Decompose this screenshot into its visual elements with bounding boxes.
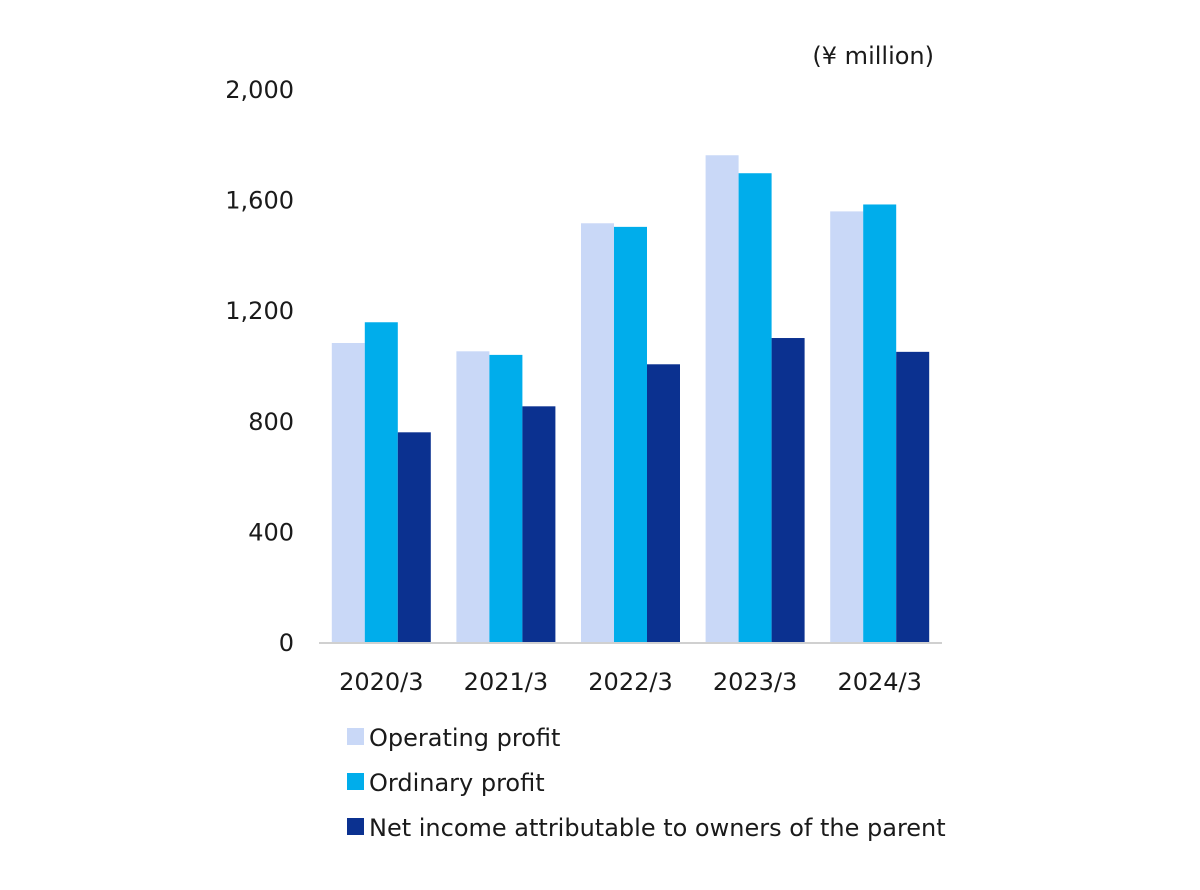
bar (896, 351, 930, 643)
unit-label: (¥ million) (812, 42, 934, 70)
y-tick-label: 1,600 (225, 187, 294, 215)
bar (331, 342, 365, 643)
bar (364, 322, 398, 643)
x-tick-label: 2022/3 (588, 668, 672, 696)
bar (647, 364, 680, 643)
legend-swatch (347, 728, 364, 745)
bar (456, 351, 490, 643)
bar (489, 354, 523, 643)
bars (331, 155, 930, 644)
x-tick-label: 2020/3 (339, 668, 423, 696)
legend-label: Ordinary profit (369, 769, 545, 797)
legend-swatch (347, 818, 364, 835)
y-tick-label: 2,000 (225, 76, 294, 104)
bar (397, 432, 431, 643)
legend-label: Operating profit (369, 724, 560, 752)
legend: Operating profit Ordinary profit Net incom… (347, 724, 946, 842)
x-tick-label: 2023/3 (713, 668, 797, 696)
bar (705, 155, 739, 643)
bar (522, 406, 556, 643)
x-tick-label: 2024/3 (837, 668, 921, 696)
y-tick-label: 400 (248, 518, 294, 546)
y-tick-label: 1,200 (225, 297, 294, 325)
legend-swatch (347, 773, 364, 790)
bar (614, 226, 647, 643)
y-axis: 0 400 800 1,200 1,600 2,000 (225, 76, 294, 657)
bar (771, 338, 805, 643)
bar (830, 211, 864, 644)
x-tick-label: 2021/3 (464, 668, 548, 696)
legend-label: Net income attributable to owners of the… (369, 814, 946, 842)
y-tick-label: 0 (279, 629, 294, 657)
bar (581, 223, 614, 643)
bar (863, 204, 897, 643)
y-tick-label: 800 (248, 408, 294, 436)
x-axis: 2020/3 2021/3 2022/3 2023/3 2024/3 (339, 668, 922, 696)
bar (738, 173, 772, 643)
